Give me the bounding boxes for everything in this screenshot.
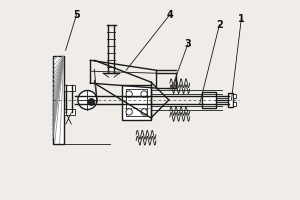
Bar <box>126 89 147 116</box>
Bar <box>233 102 236 106</box>
Circle shape <box>141 109 147 115</box>
Circle shape <box>78 90 97 110</box>
Circle shape <box>126 91 132 97</box>
Text: 2: 2 <box>216 20 223 30</box>
Text: 4: 4 <box>167 10 173 20</box>
Bar <box>122 85 151 120</box>
Circle shape <box>88 98 95 106</box>
Bar <box>202 92 215 108</box>
Bar <box>53 56 64 144</box>
Bar <box>64 109 74 115</box>
Circle shape <box>141 91 147 97</box>
Bar <box>64 85 74 91</box>
Bar <box>233 94 236 98</box>
Text: 3: 3 <box>184 39 191 49</box>
Circle shape <box>126 109 132 115</box>
Text: 1: 1 <box>238 14 245 24</box>
Text: 5: 5 <box>73 10 80 20</box>
Bar <box>229 93 233 107</box>
